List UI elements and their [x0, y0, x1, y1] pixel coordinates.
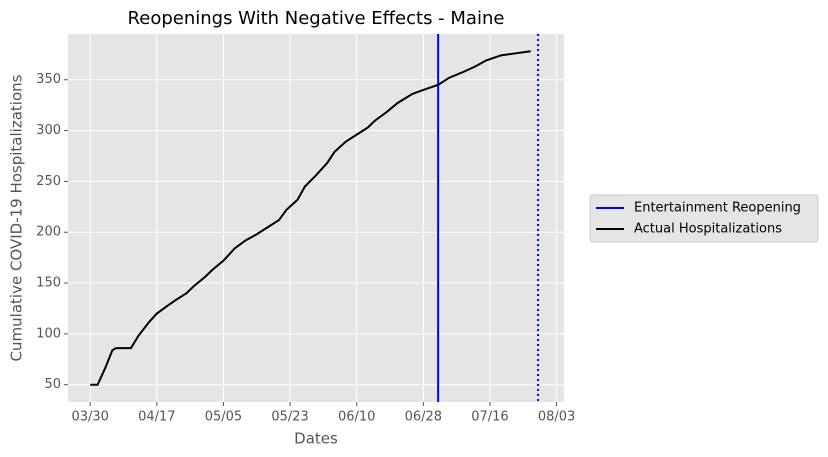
legend-label: Entertainment Reopening: [634, 201, 801, 216]
x-tick-label: 06/10: [338, 410, 375, 425]
x-tick-label: 06/28: [405, 410, 442, 425]
y-tick-label: 100: [36, 326, 61, 341]
plot-area: [68, 34, 564, 402]
y-tick-label: 150: [36, 276, 61, 291]
x-tick-label: 03/30: [71, 410, 108, 425]
x-tick-label: 07/16: [471, 410, 508, 425]
x-tick-label: 05/23: [271, 410, 308, 425]
y-axis-label: Cumulative COVID-19 Hospitalizations: [8, 74, 26, 361]
y-tick-label: 250: [36, 174, 61, 189]
x-tick-label: 04/17: [138, 410, 175, 425]
legend-label: Actual Hospitalizations: [634, 222, 782, 237]
marks: [90, 34, 540, 402]
x-axis-label: Dates: [294, 430, 338, 448]
legend-box: [589, 194, 819, 243]
data-line: [90, 50, 531, 386]
y-tick-label: 200: [36, 225, 61, 240]
x-tick-label: 08/03: [538, 410, 575, 425]
y-tick-label: 300: [36, 123, 61, 138]
chart-title: Reopenings With Negative Effects - Maine: [128, 8, 505, 29]
y-tick-label: 50: [44, 377, 61, 392]
y-tick-label: 350: [36, 72, 61, 87]
grid: [68, 34, 564, 402]
x-tick-label: 05/05: [205, 410, 242, 425]
